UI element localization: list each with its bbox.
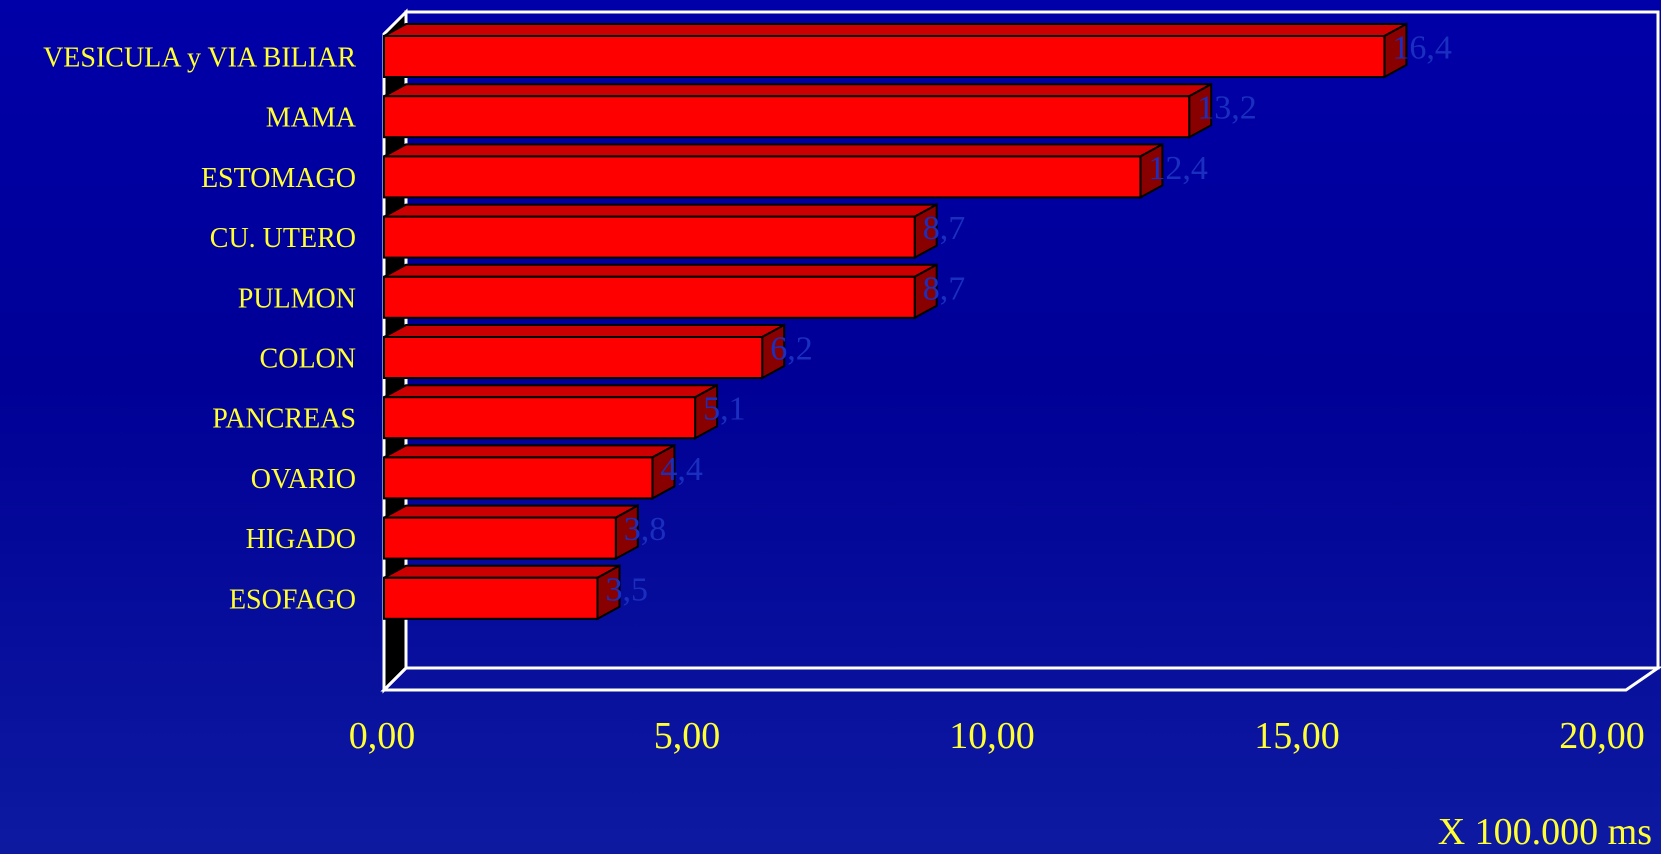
bar-3: 12,4 [383, 142, 1208, 200]
category-label: PULMON [238, 283, 356, 314]
bar-9: 3,8 [383, 503, 667, 561]
category-label: CU. UTERO [210, 223, 356, 254]
bar-1: 16,4 [383, 22, 1452, 79]
data-label: 3,5 [606, 571, 649, 608]
category-label: PANCREAS [212, 404, 356, 435]
bar-5: 8,7 [383, 263, 966, 320]
data-label: 5,1 [703, 391, 746, 428]
bar-front [383, 95, 1191, 139]
bar-7: 5,1 [383, 383, 746, 440]
x-tick-label: 10,00 [949, 715, 1035, 757]
data-label: 16,4 [1392, 30, 1452, 67]
bar-top [383, 504, 639, 519]
bar-front [383, 275, 916, 319]
bar-top [383, 384, 718, 399]
category-label: ESOFAGO [229, 584, 356, 615]
data-label: 4,4 [660, 451, 703, 488]
bar-top [383, 203, 938, 218]
x-tick-label: 5,00 [654, 715, 721, 757]
bar-front [383, 456, 654, 500]
data-label: 8,7 [923, 210, 966, 247]
x-tick-label: 20,00 [1559, 715, 1645, 757]
bar-top [383, 23, 1407, 37]
unit-label: X 100.000 ms [1438, 811, 1652, 853]
bar-top [383, 444, 675, 459]
bar-front [383, 516, 617, 560]
bar-top [383, 324, 785, 338]
data-label: 6,2 [770, 331, 813, 368]
bar-8: 4,4 [383, 443, 703, 501]
data-label: 3,8 [624, 511, 667, 548]
category-labels: VESICULA y VIA BILIAR MAMA ESTOMAGO CU. UTE… [43, 43, 357, 616]
bar-front [383, 215, 916, 259]
x-tick-labels: 0,00 5,00 10,00 15,00 20,00 [349, 715, 1645, 757]
data-label: 8,7 [923, 270, 966, 307]
x-tick-label: 15,00 [1254, 715, 1340, 757]
category-label: ESTOMAGO [201, 163, 356, 194]
bar-top [383, 143, 1163, 158]
data-label: 12,4 [1148, 150, 1208, 187]
bar-front [383, 155, 1142, 199]
bar-front [383, 576, 599, 620]
bar-6: 6,2 [383, 323, 813, 380]
category-label: HIGADO [246, 524, 356, 555]
bar-front [383, 336, 764, 379]
x-tick-label: 0,00 [349, 715, 416, 757]
category-label: VESICULA y VIA BILIAR [43, 43, 356, 74]
bars-group: 16,4 13,2 12,4 8,7 8,7 6,2 5,14,4 3,8 3,5 [383, 22, 1452, 621]
category-label: MAMA [266, 103, 357, 134]
category-label: OVARIO [251, 464, 356, 495]
bar-top [383, 564, 620, 579]
bar-10: 3,5 [383, 564, 649, 621]
category-label: COLON [260, 344, 356, 375]
bar-4: 8,7 [383, 202, 966, 260]
bar-2: 13,2 [383, 82, 1257, 139]
bar-top [383, 83, 1212, 98]
bar-top [383, 263, 938, 278]
floor [380, 666, 1661, 692]
bar-front [383, 35, 1386, 78]
data-label: 13,2 [1197, 90, 1257, 127]
bar-front [383, 396, 697, 440]
